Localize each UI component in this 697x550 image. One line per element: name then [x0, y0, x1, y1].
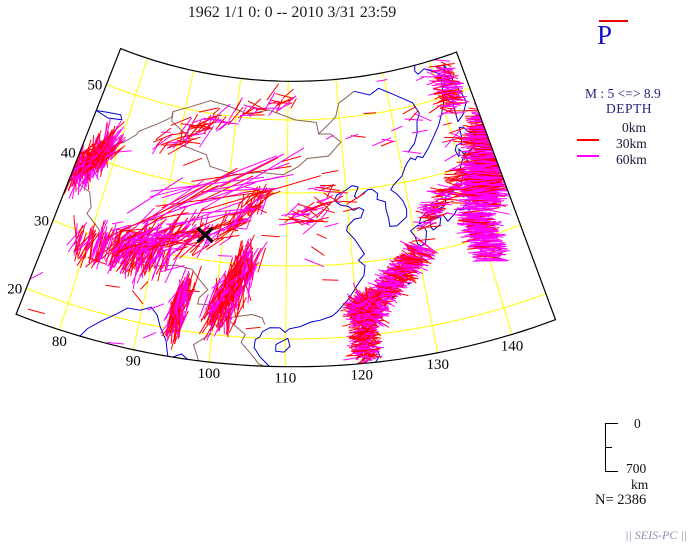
depth-legend-line-red [577, 139, 599, 141]
island-dot [407, 282, 410, 285]
page-title: 1962 1/1 0: 0 -- 2010 3/31 23:59 [187, 4, 397, 21]
watermark: || SEIS-PC || [625, 528, 687, 542]
depth-scale-top-label: 0 [634, 416, 641, 431]
island-dot [391, 295, 395, 298]
phase-overline [599, 20, 628, 22]
map-boundary [15, 47, 557, 368]
island-dot [490, 120, 494, 124]
lon-label-100: 100 [198, 366, 221, 382]
meridian-130 [382, 72, 439, 353]
lon-label-130: 130 [426, 357, 449, 373]
lat-label-50: 50 [87, 78, 102, 94]
meridian-80 [58, 58, 148, 330]
lon-label-140: 140 [501, 338, 524, 354]
depth-legend-title: DEPTH [606, 101, 652, 116]
lon-label-110: 110 [274, 371, 296, 387]
lon-label-90: 90 [126, 354, 141, 370]
island-dot [488, 127, 491, 130]
lat-label-20: 20 [7, 282, 22, 298]
depth-scale-tick-mid [605, 447, 612, 448]
depth-scale-tick-bottom [605, 471, 618, 472]
depth-scale-tick-top [605, 423, 618, 424]
graticule-labels: 50 40 30 20 80 90 100 110 120 130 140 [7, 78, 523, 387]
magnitude-range-label: M : 5 <=> 8.9 [585, 86, 661, 101]
quake-segments [24, 58, 521, 367]
event-count: N= 2386 [595, 492, 647, 508]
depth-scale-bottom-label: 700 [626, 461, 647, 476]
depth-legend-label-0km: 0km [622, 120, 647, 135]
depth-legend-label-60km: 60km [616, 152, 647, 167]
lat-label-40: 40 [61, 146, 76, 162]
depth-legend-label-30km: 30km [616, 136, 647, 151]
depth-legend-line-magenta [577, 155, 599, 157]
lon-label-120: 120 [351, 368, 374, 384]
epicenter-x-mark[interactable] [196, 226, 214, 244]
depth-scale-unit-label: km [631, 477, 649, 492]
lon-label-80: 80 [52, 334, 67, 350]
meridian-90 [132, 70, 195, 350]
lat-label-30: 30 [34, 214, 49, 230]
phase-symbol: P [597, 20, 613, 50]
